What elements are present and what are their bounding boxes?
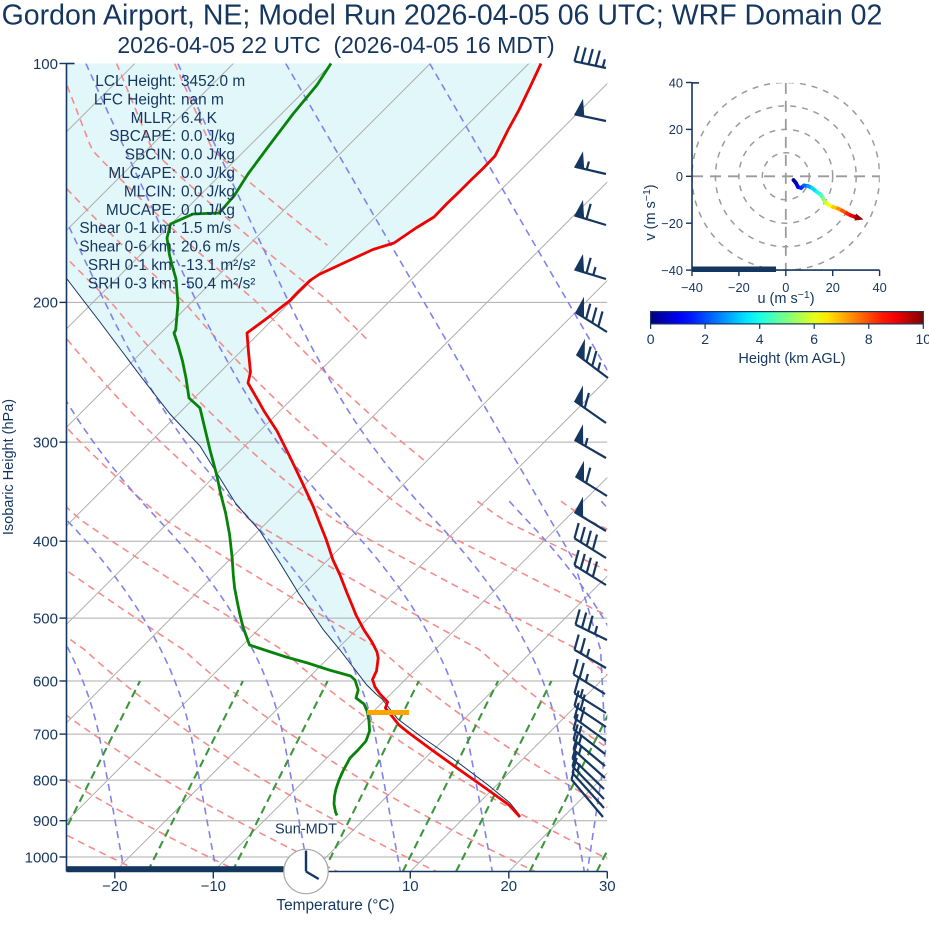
svg-text:Isobaric Height (hPa): Isobaric Height (hPa) [1,399,17,535]
svg-text:MLCAPE:: MLCAPE: [108,165,176,182]
svg-text:−10: −10 [201,878,226,895]
svg-text:Height (km AGL): Height (km AGL) [738,351,845,367]
svg-text:MLCIN:: MLCIN: [124,183,176,200]
svg-text:200: 200 [33,295,58,312]
svg-text:600: 600 [33,673,58,690]
svg-text:0: 0 [782,280,789,295]
svg-text:0.0 J/kg: 0.0 J/kg [181,165,235,182]
svg-text:-50.4 m²/s²: -50.4 m²/s² [181,275,255,292]
svg-text:30: 30 [599,878,616,895]
svg-text:SBCAPE:: SBCAPE: [109,128,176,145]
svg-text:400: 400 [33,534,58,551]
svg-text:LCL Height:: LCL Height: [95,73,176,90]
svg-text:0.0 J/kg: 0.0 J/kg [181,147,235,164]
svg-text:8: 8 [865,331,873,347]
svg-text:4: 4 [756,331,764,347]
svg-text:−20: −20 [728,280,750,295]
svg-text:MUCAPE:: MUCAPE: [106,202,176,219]
svg-text:−20: −20 [661,216,683,231]
svg-text:LFC Height:: LFC Height: [94,91,176,108]
svg-text:1000: 1000 [25,849,58,866]
svg-text:2026-04-05 22 UTC (2026-04-05: 2026-04-05 22 UTC (2026-04-05 16 MDT) [117,32,554,58]
svg-text:300: 300 [33,434,58,451]
svg-text:0.0 J/kg: 0.0 J/kg [181,202,235,219]
svg-text:Shear 0-1 km:: Shear 0-1 km: [79,220,176,237]
svg-text:MLLR:: MLLR: [131,110,176,127]
svg-text:−40: −40 [661,263,683,278]
svg-text:SBCIN:: SBCIN: [125,147,176,164]
svg-text:Gordon Airport, NE; Model Run: Gordon Airport, NE; Model Run 2026-04-05… [2,0,883,32]
svg-text:700: 700 [33,726,58,743]
svg-text:500: 500 [33,610,58,627]
svg-text:3452.0 m: 3452.0 m [181,73,245,90]
svg-text:nan m: nan m [181,91,224,108]
svg-text:800: 800 [33,772,58,789]
svg-text:6: 6 [810,331,818,347]
svg-text:−40: −40 [681,280,703,295]
svg-text:1.5 m/s: 1.5 m/s [181,220,232,237]
svg-text:Sun-MDT: Sun-MDT [275,822,337,838]
svg-text:20: 20 [826,280,840,295]
svg-text:0.0 J/kg: 0.0 J/kg [181,128,235,145]
svg-text:40: 40 [669,75,683,90]
svg-text:20.6 m/s: 20.6 m/s [181,239,240,256]
svg-text:0: 0 [647,331,655,347]
svg-text:2: 2 [701,331,709,347]
svg-text:-13.1 m²/s²: -13.1 m²/s² [181,257,255,274]
svg-text:10: 10 [916,331,929,347]
svg-text:40: 40 [872,280,886,295]
svg-text:Shear 0-6 km:: Shear 0-6 km: [79,239,176,256]
svg-text:6.4 K: 6.4 K [181,110,218,127]
svg-text:900: 900 [33,813,58,830]
svg-text:20: 20 [500,878,517,895]
svg-text:0: 0 [676,169,683,184]
svg-text:Temperature (°C): Temperature (°C) [276,897,394,914]
svg-text:0.0 J/kg: 0.0 J/kg [181,183,235,200]
svg-text:SRH 0-1 km:: SRH 0-1 km: [88,257,176,274]
svg-text:−20: −20 [102,878,127,895]
svg-text:SRH 0-3 km:: SRH 0-3 km: [88,275,176,292]
svg-text:20: 20 [669,122,683,137]
svg-text:10: 10 [402,878,419,895]
svg-text:100: 100 [33,56,58,73]
